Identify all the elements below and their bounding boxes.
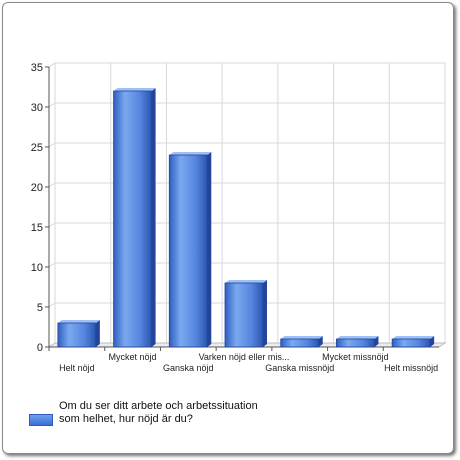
grid-line-depth <box>48 62 56 68</box>
x-category-label: Helt missnöjd <box>384 363 438 373</box>
bar-front <box>280 338 320 348</box>
bar-side <box>207 152 212 347</box>
bar-side <box>318 336 323 347</box>
bar-chart: 0 5 10 15 20 25 30 35 Helt nöjd Mycket nöjd Ganska… <box>31 62 447 373</box>
bar <box>280 336 323 348</box>
x-category-label: Ganska nöjd <box>163 363 214 373</box>
x-category-label: Mycket missnöjd <box>322 352 389 362</box>
bar-top <box>336 336 379 339</box>
bar-top <box>57 320 100 323</box>
y-tick-label: 10 <box>31 262 43 274</box>
bar-front <box>113 90 152 348</box>
bar-front <box>57 322 97 348</box>
y-tick-label: 30 <box>31 102 43 114</box>
bar-top <box>392 336 435 339</box>
y-tick-label: 0 <box>37 342 43 354</box>
bar-side <box>374 336 379 347</box>
y-tick-label: 20 <box>31 182 43 194</box>
bar-side <box>430 336 435 347</box>
bar <box>391 336 435 348</box>
grid-line-depth <box>48 182 56 188</box>
bar-side <box>95 320 100 347</box>
grid-line-depth <box>48 222 56 228</box>
grid-line-depth <box>48 142 56 148</box>
bar-front <box>168 154 208 348</box>
chart-frame: 0 5 10 15 20 25 30 35 Helt nöjd Mycket nöjd Ganska… <box>2 2 454 454</box>
bar-front <box>224 282 264 348</box>
y-tick-label: 35 <box>31 62 43 74</box>
legend: Om du ser ditt arbete och arbetssituatio… <box>29 400 259 426</box>
bar <box>168 152 212 348</box>
y-tick-label: 25 <box>31 142 43 154</box>
bar <box>113 88 156 348</box>
x-category-label: Ganska missnöjd <box>265 363 334 373</box>
x-category-label: Mycket nöjd <box>109 352 157 362</box>
bar-front <box>336 338 375 348</box>
grid-line-depth <box>48 262 56 268</box>
bar <box>57 320 100 348</box>
bar-top <box>225 280 267 283</box>
x-category-label: Helt nöjd <box>59 363 95 373</box>
y-tick-label: 15 <box>31 222 43 234</box>
bar-front <box>391 338 431 348</box>
bar-side <box>263 280 267 347</box>
bar <box>336 336 379 348</box>
bar-top <box>280 336 323 339</box>
bar <box>224 280 267 348</box>
bar-side <box>151 88 156 347</box>
legend-swatch <box>29 414 53 426</box>
x-category-label: Varken nöjd eller mis... <box>199 352 290 362</box>
grid-line-depth <box>48 102 56 108</box>
legend-label: Om du ser ditt arbete och arbetssituatio… <box>59 400 258 425</box>
y-tick-label: 5 <box>37 302 43 314</box>
bar-top <box>113 88 156 91</box>
bar-top <box>169 152 212 155</box>
grid-line-depth <box>48 302 56 308</box>
